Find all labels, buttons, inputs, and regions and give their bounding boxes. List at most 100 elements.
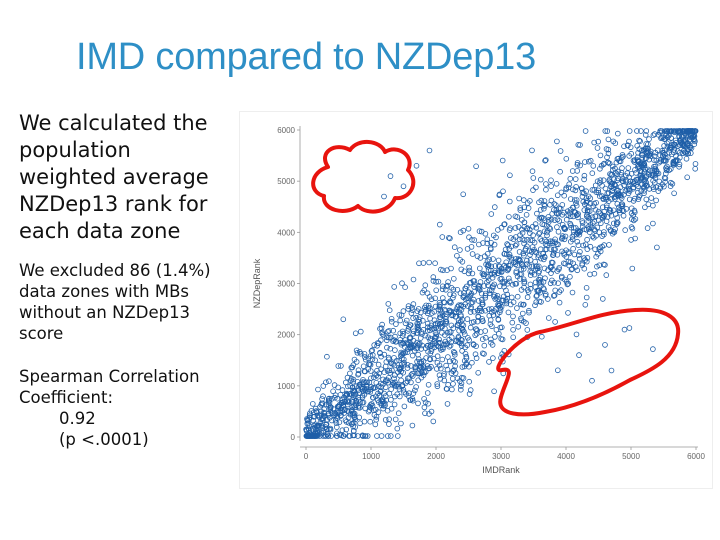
data-point: [495, 227, 501, 233]
data-point: [388, 396, 394, 403]
data-point: [692, 165, 699, 172]
data-point: [433, 287, 440, 294]
data-point: [425, 400, 431, 407]
data-point: [513, 281, 520, 287]
data-point: [401, 403, 408, 410]
data-point: [474, 307, 481, 314]
data-point: [425, 334, 432, 341]
data-point: [423, 306, 429, 313]
data-point: [661, 151, 668, 158]
data-point: [538, 333, 545, 340]
data-point: [417, 340, 423, 347]
data-point: [574, 267, 581, 274]
data-point: [436, 372, 443, 379]
data-point: [310, 427, 317, 434]
data-point: [391, 372, 398, 378]
data-point: [524, 327, 531, 333]
data-point: [499, 336, 506, 343]
data-point: [547, 226, 554, 232]
data-point: [516, 256, 523, 263]
data-point: [308, 408, 315, 414]
y-tick-label: 4000: [277, 228, 295, 237]
data-point: [380, 405, 386, 412]
data-point: [662, 128, 669, 134]
data-point: [685, 150, 691, 157]
data-point: [433, 333, 439, 340]
data-point: [642, 132, 649, 138]
data-point: [532, 259, 538, 265]
data-point: [614, 177, 621, 184]
data-point: [667, 128, 674, 135]
data-point: [441, 299, 447, 305]
data-point: [503, 298, 510, 305]
data-point: [564, 281, 571, 288]
data-point: [602, 128, 609, 134]
data-point: [458, 383, 464, 390]
data-point: [370, 374, 377, 381]
data-point: [541, 221, 548, 228]
data-point: [439, 286, 446, 293]
data-point: [602, 194, 609, 201]
data-point: [541, 286, 547, 293]
data-point: [352, 330, 359, 337]
data-point: [542, 292, 549, 299]
data-point: [417, 364, 424, 371]
data-point: [461, 268, 468, 275]
data-point: [538, 299, 544, 305]
data-point: [565, 280, 572, 287]
data-point: [622, 227, 629, 233]
data-point: [462, 301, 469, 308]
data-point: [471, 308, 478, 315]
data-point: [589, 214, 596, 220]
data-point: [532, 279, 539, 286]
data-point: [592, 246, 598, 253]
data-point: [357, 420, 363, 427]
data-point: [475, 313, 482, 320]
data-point: [550, 252, 557, 258]
data-point: [606, 176, 613, 183]
data-point: [512, 213, 519, 220]
data-point: [467, 387, 474, 393]
data-point: [385, 433, 391, 439]
data-point: [370, 352, 376, 358]
data-point: [540, 256, 547, 263]
data-point: [602, 185, 609, 192]
data-point: [420, 326, 427, 333]
data-point: [551, 217, 558, 223]
data-point: [576, 255, 583, 262]
data-point: [504, 267, 511, 274]
data-point: [491, 281, 498, 288]
data-point: [676, 161, 683, 168]
data-point: [415, 400, 421, 407]
data-point: [573, 331, 580, 338]
data-point: [680, 128, 687, 134]
data-point: [410, 331, 417, 337]
data-point: [643, 128, 650, 134]
data-point: [420, 372, 427, 378]
data-point: [527, 268, 534, 275]
data-point: [413, 330, 420, 336]
data-point: [608, 183, 614, 189]
highlight-loop-annotation: [496, 307, 681, 417]
data-point: [667, 166, 674, 172]
data-point: [692, 161, 699, 167]
data-point: [683, 155, 690, 162]
correlation-value: 0.92: [59, 409, 96, 428]
data-point: [437, 221, 443, 228]
data-point: [398, 420, 404, 427]
data-point: [384, 344, 390, 351]
data-point: [415, 356, 422, 362]
data-point: [388, 318, 395, 325]
data-point: [596, 262, 603, 269]
data-point: [540, 285, 547, 291]
data-point: [432, 260, 438, 267]
data-point: [634, 142, 641, 149]
data-point: [524, 226, 530, 232]
data-point: [530, 175, 537, 181]
data-point: [492, 204, 498, 210]
data-point: [647, 153, 654, 159]
x-tick-label: 5000: [622, 452, 640, 461]
data-point: [484, 279, 490, 286]
data-point: [520, 301, 527, 308]
data-point: [526, 309, 532, 316]
